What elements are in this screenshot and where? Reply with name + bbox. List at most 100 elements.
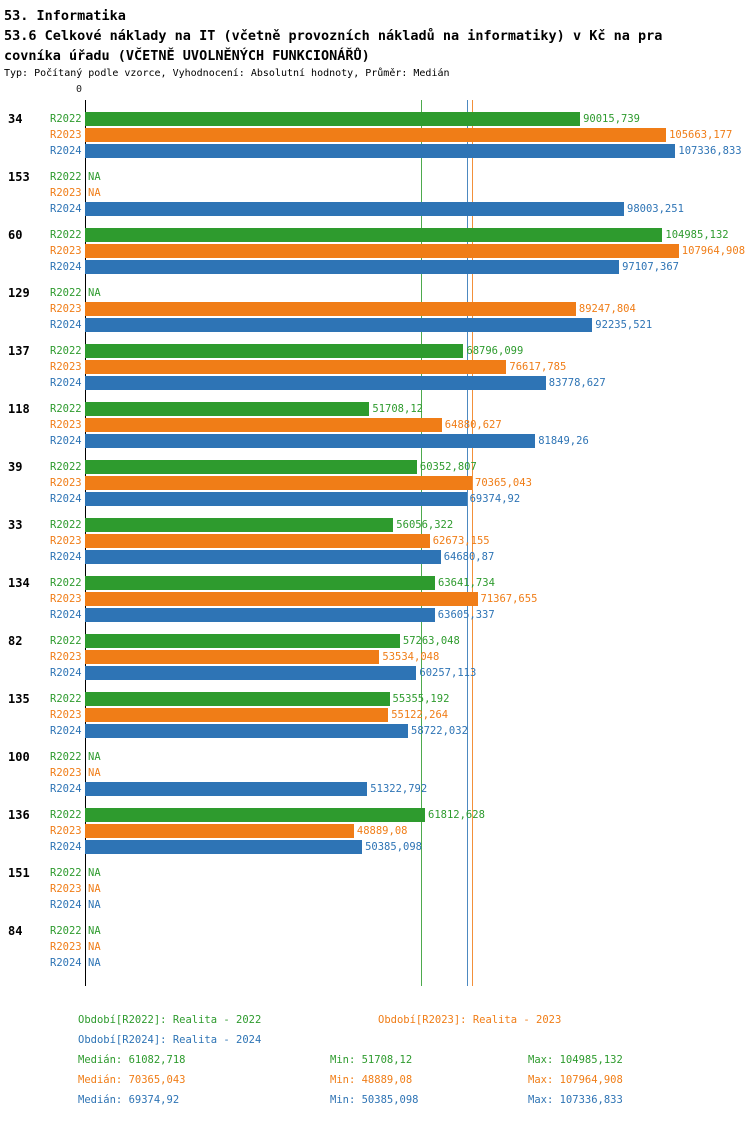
value-label: 98003,251 (627, 203, 684, 215)
bar (85, 460, 417, 474)
stat-max-r2023: Max: 107964,908 (528, 1074, 623, 1086)
value-label: NA (88, 867, 101, 879)
bar-group: 60 R2022 104985,132 R2023 107964,908 R2024 971… (0, 228, 750, 274)
bar-area: 53534,048 (85, 650, 750, 664)
series-label: R2023 (50, 941, 82, 953)
bar-row: R2024 58722,032 (0, 724, 750, 738)
value-label: NA (88, 957, 101, 969)
bar-row: 135 R2022 55355,192 (0, 692, 750, 706)
group-id-label: 153 (8, 170, 30, 184)
bar (85, 360, 507, 374)
bar-area: 62673,155 (85, 534, 750, 548)
bar-row: 39 R2022 60352,807 (0, 460, 750, 474)
group-id-label: 118 (8, 402, 30, 416)
series-label: R2022 (50, 925, 82, 937)
bar-area: 70365,043 (85, 476, 750, 490)
value-label: NA (88, 899, 101, 911)
bar-area: NA (85, 750, 750, 764)
bar-area: 89247,804 (85, 302, 750, 316)
bar (85, 318, 593, 332)
bar-area: 51322,792 (85, 782, 750, 796)
stat-median-r2022: Medián: 61082,718 (78, 1054, 186, 1066)
bar (85, 534, 430, 548)
value-label: 97107,367 (622, 261, 679, 273)
series-label: R2023 (50, 535, 82, 547)
bar-row: R2024 64680,87 (0, 550, 750, 564)
bar-area: 69374,92 (85, 492, 750, 506)
bar-group: 84 R2022 NA R2023 NA R2024 NA (0, 924, 750, 970)
bar-area: 61812,628 (85, 808, 750, 822)
series-label: R2023 (50, 767, 82, 779)
series-label: R2023 (50, 709, 82, 721)
bar-area: 57263,048 (85, 634, 750, 648)
bar-area: 90015,739 (85, 112, 750, 126)
value-label: 60257,113 (419, 667, 477, 679)
value-label: 83778,627 (548, 377, 606, 389)
bar-row: R2024 60257,113 (0, 666, 750, 680)
value-label: 71367,655 (480, 593, 538, 605)
value-label: NA (88, 287, 101, 299)
series-label: R2024 (50, 841, 82, 853)
group-id-label: 134 (8, 576, 30, 590)
bar-row: 153 R2022 NA (0, 170, 750, 184)
bar-row: 60 R2022 104985,132 (0, 228, 750, 242)
bar-area: NA (85, 898, 750, 912)
series-label: R2023 (50, 129, 82, 141)
value-label: 56056,322 (396, 519, 454, 531)
bar-groups: 34 R2022 90015,739 R2023 105663,177 R2024 1073… (0, 100, 750, 986)
series-label: R2024 (50, 725, 82, 737)
series-label: R2023 (50, 187, 82, 199)
bar-row: R2024 51322,792 (0, 782, 750, 796)
stats-row-r2023: Medián: 70365,043 Min: 48889,08 Max: 10796… (78, 1070, 750, 1090)
bar-row: R2024 97107,367 (0, 260, 750, 274)
bar-area: NA (85, 924, 750, 938)
series-label: R2022 (50, 345, 82, 357)
bar-area: 76617,785 (85, 360, 750, 374)
bar-area: 51708,12 (85, 402, 750, 416)
bar-row: 129 R2022 NA (0, 286, 750, 300)
bar-area: 71367,655 (85, 592, 750, 606)
value-label: NA (88, 767, 101, 779)
value-label: NA (88, 925, 101, 937)
chart-header: 53. Informatika 53.6 Celkové náklady na … (0, 0, 750, 82)
bar-row: R2023 64880,627 (0, 418, 750, 432)
bar-row: 136 R2022 61812,628 (0, 808, 750, 822)
bar-area: NA (85, 940, 750, 954)
value-label: 61812,628 (428, 809, 485, 821)
bar (85, 808, 425, 822)
bar (85, 344, 464, 358)
bar-group: 33 R2022 56056,322 R2023 62673,155 R2024 64680… (0, 518, 750, 564)
bar-row: R2024 98003,251 (0, 202, 750, 216)
value-label: 89247,804 (578, 303, 636, 315)
bar (85, 824, 354, 838)
group-id-label: 84 (8, 924, 23, 938)
chart-meta: Typ: Počítaný podle vzorce, Vyhodnocení:… (4, 68, 450, 79)
bar-group: 129 R2022 NA R2023 89247,804 R2024 92235,521 (0, 286, 750, 332)
bar-area: 63641,734 (85, 576, 750, 590)
bar (85, 576, 435, 590)
bar-area: 68796,099 (85, 344, 750, 358)
group-id-label: 100 (8, 750, 30, 764)
bar-row: R2023 53534,048 (0, 650, 750, 664)
bar-area: NA (85, 882, 750, 896)
bar-area: NA (85, 766, 750, 780)
bar-row: R2023 62673,155 (0, 534, 750, 548)
bar-group: 100 R2022 NA R2023 NA R2024 51322,792 (0, 750, 750, 796)
bar-row: R2024 50385,098 (0, 840, 750, 854)
series-label: R2024 (50, 667, 82, 679)
bar-row: R2024 92235,521 (0, 318, 750, 332)
value-label: 60352,807 (419, 461, 477, 473)
legend-item-r2022: Období[R2022]: Realita - 2022 (78, 1014, 262, 1026)
bar-row: R2023 48889,08 (0, 824, 750, 838)
value-label: 107964,908 (681, 245, 746, 257)
group-id-label: 82 (8, 634, 23, 648)
value-label: NA (88, 171, 101, 183)
bar-row: R2023 105663,177 (0, 128, 750, 142)
bar-group: 118 R2022 51708,12 R2023 64880,627 R2024 81849… (0, 402, 750, 448)
bar (85, 302, 576, 316)
bar-row: R2023 89247,804 (0, 302, 750, 316)
bar-row: R2023 70365,043 (0, 476, 750, 490)
bar-area: NA (85, 186, 750, 200)
series-label: R2023 (50, 825, 82, 837)
value-label: NA (88, 187, 101, 199)
